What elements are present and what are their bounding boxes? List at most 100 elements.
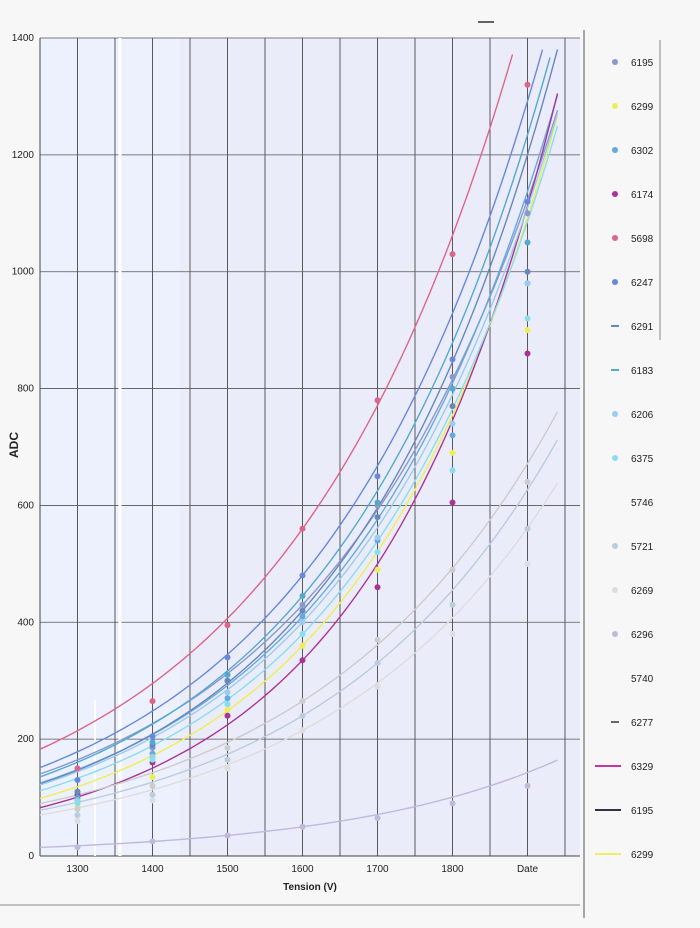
legend-marker: [612, 411, 618, 417]
legend-label: 6206: [631, 410, 654, 421]
data-point: [299, 613, 306, 620]
y-tick-label: 600: [17, 500, 34, 511]
data-point: [224, 689, 231, 696]
data-point: [74, 777, 81, 784]
data-point: [224, 744, 231, 751]
fit-curve: [39, 125, 559, 792]
legend-label: 6291: [631, 322, 654, 333]
fit-curve: [39, 93, 559, 809]
data-point: [449, 420, 456, 427]
legend-label: 5721: [631, 542, 654, 553]
data-point: [449, 467, 456, 474]
x-tick-label: 1400: [141, 864, 164, 875]
data-point: [224, 706, 231, 713]
x-tick-label: 1600: [291, 864, 314, 875]
data-point: [299, 698, 306, 705]
legend-marker: [612, 631, 618, 637]
data-point: [224, 622, 231, 629]
data-point: [374, 683, 381, 690]
data-point: [449, 601, 456, 608]
data-point: [374, 397, 381, 404]
data-point: [524, 81, 531, 88]
data-point: [524, 560, 531, 567]
x-axis-title: Tension (V): [283, 882, 337, 893]
fit-curve: [39, 759, 558, 849]
data-point: [449, 432, 456, 439]
legend-marker: [612, 191, 618, 197]
legend-marker: [612, 543, 618, 549]
data-point: [449, 449, 456, 456]
legend-label: 6302: [631, 146, 654, 157]
data-point: [374, 473, 381, 480]
legend-marker: [612, 587, 618, 593]
data-point: [299, 642, 306, 649]
data-point: [524, 280, 531, 287]
legend-label: 6329: [631, 762, 654, 773]
data-point: [374, 514, 381, 521]
data-point: [224, 712, 231, 719]
data-point: [449, 385, 456, 392]
data-point: [149, 791, 156, 798]
data-point: [149, 774, 156, 781]
data-point: [449, 630, 456, 637]
data-point: [449, 373, 456, 380]
data-point: [374, 636, 381, 643]
y-tick-label: 1000: [12, 267, 35, 278]
y-tick-label: 1400: [12, 33, 35, 44]
x-tick-label: 1800: [441, 864, 464, 875]
legend: 6195 6299 6302 6174 5698 6247 6291 6183 6206 6375…: [595, 58, 654, 861]
data-point: [449, 356, 456, 363]
data-point: [299, 601, 306, 608]
legend-label: 5740: [631, 674, 654, 685]
data-point: [224, 765, 231, 772]
data-point: [524, 525, 531, 532]
data-point: [299, 823, 306, 830]
data-point: [374, 534, 381, 541]
legend-label: 6296: [631, 630, 654, 641]
data-point: [149, 756, 156, 763]
legend-label: 5698: [631, 234, 654, 245]
data-point: [374, 549, 381, 556]
vertical-gridlines: [77, 38, 566, 856]
data-point: [149, 797, 156, 804]
data-point: [224, 695, 231, 702]
legend-marker: [612, 455, 618, 461]
data-point: [74, 788, 81, 795]
y-tick-label: 200: [17, 734, 34, 745]
data-point: [299, 525, 306, 532]
data-point: [74, 812, 81, 819]
data-point: [149, 698, 156, 705]
plot-tint: [40, 38, 180, 856]
data-point: [524, 782, 531, 789]
y-tick-label: 0: [28, 851, 34, 862]
x-tick-label: Date: [517, 864, 539, 875]
data-point: [149, 739, 156, 746]
data-point: [74, 800, 81, 807]
x-tick-label: 1500: [216, 864, 239, 875]
data-point: [224, 701, 231, 708]
y-tick-label: 800: [17, 384, 34, 395]
legend-label: 6299: [631, 850, 654, 861]
data-point: [524, 479, 531, 486]
legend-label: 6277: [631, 718, 654, 729]
y-tick-labels: 0 200 400 600 800 1000 1200 1400: [12, 33, 35, 862]
data-point: [449, 800, 456, 807]
y-tick-label: 1200: [12, 150, 35, 161]
data-point: [374, 499, 381, 506]
data-point: [149, 838, 156, 845]
data-point: [524, 198, 531, 205]
legend-marker: [612, 235, 618, 241]
data-point: [74, 817, 81, 824]
data-point: [299, 712, 306, 719]
fit-curve: [39, 482, 559, 816]
data-point: [374, 815, 381, 822]
legend-label: 6195: [631, 806, 654, 817]
fit-curve: [39, 113, 559, 786]
data-point: [299, 727, 306, 734]
legend-label: 6375: [631, 454, 654, 465]
data-point: [149, 733, 156, 740]
data-point: [374, 660, 381, 667]
y-axis-title: ADC: [7, 432, 21, 458]
data-point: [299, 630, 306, 637]
